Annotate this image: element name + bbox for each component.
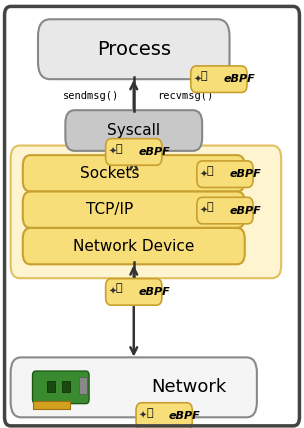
Text: 🐝: 🐝 [116,283,122,294]
Text: Network: Network [151,378,226,396]
Text: TCP/IP: TCP/IP [86,202,133,217]
Text: ✦: ✦ [109,287,117,297]
Text: Network Device: Network Device [73,238,195,254]
Text: ✦: ✦ [139,411,147,421]
Text: eBPF: eBPF [138,287,170,297]
FancyBboxPatch shape [62,381,70,392]
FancyBboxPatch shape [33,401,70,409]
Text: ✦: ✦ [200,205,208,216]
Text: 🐝: 🐝 [207,166,213,176]
Text: 🐝: 🐝 [116,143,122,154]
Text: eBPF: eBPF [138,147,170,157]
FancyBboxPatch shape [191,66,247,92]
FancyBboxPatch shape [65,110,202,151]
FancyBboxPatch shape [197,197,253,224]
FancyBboxPatch shape [33,371,89,404]
Text: eBPF: eBPF [230,169,261,179]
Text: Syscall: Syscall [107,123,160,138]
Text: 🐝: 🐝 [146,407,153,418]
FancyBboxPatch shape [197,161,253,187]
Text: eBPF: eBPF [223,74,255,84]
Text: eBPF: eBPF [230,205,261,216]
Text: Process: Process [97,40,171,59]
FancyBboxPatch shape [23,155,245,192]
Text: 🐝: 🐝 [201,71,207,81]
FancyBboxPatch shape [11,146,281,278]
FancyBboxPatch shape [106,139,162,165]
Text: ✦: ✦ [200,169,208,179]
Text: ✦: ✦ [194,74,202,84]
FancyBboxPatch shape [23,192,245,228]
FancyBboxPatch shape [47,381,55,392]
Text: 🐝: 🐝 [207,202,213,212]
FancyBboxPatch shape [79,377,87,394]
Text: sendmsg(): sendmsg() [63,91,119,101]
FancyBboxPatch shape [136,403,192,428]
FancyBboxPatch shape [106,279,162,305]
FancyBboxPatch shape [11,357,257,417]
Text: eBPF: eBPF [169,411,200,421]
Text: ✦: ✦ [109,147,117,157]
Text: recvmsg(): recvmsg() [157,91,214,101]
FancyBboxPatch shape [38,19,230,79]
FancyBboxPatch shape [23,228,245,264]
Text: Sockets: Sockets [80,166,139,181]
